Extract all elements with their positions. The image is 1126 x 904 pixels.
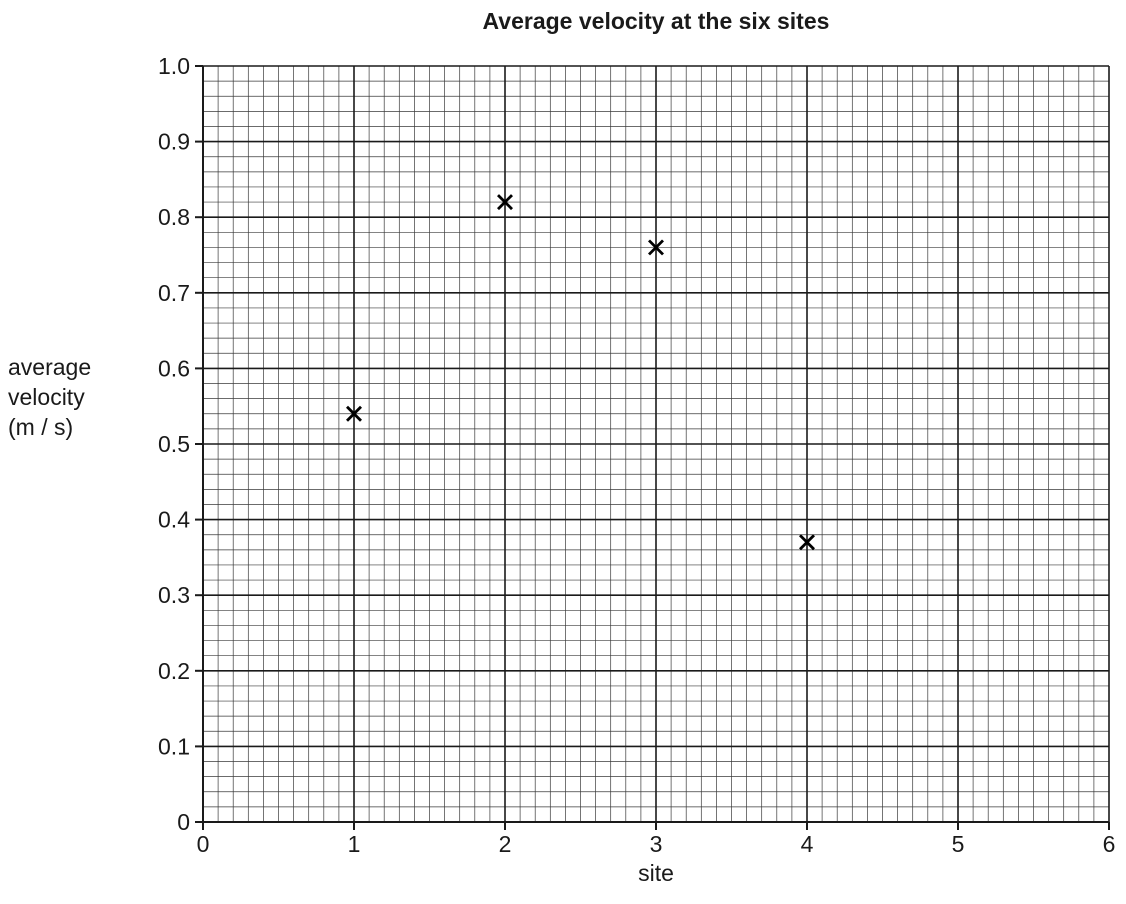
data-point-stroke: [497, 194, 513, 211]
y-axis-label-line-2: velocity: [8, 384, 85, 410]
chart-title: Average velocity at the six sites: [482, 8, 830, 34]
y-tick-label: 0.8: [158, 204, 190, 230]
y-tick-label: 0.3: [158, 582, 190, 608]
y-tick-label: 0.4: [158, 507, 190, 533]
x-tick-label: 6: [1103, 831, 1116, 857]
y-tick-label: 1.0: [158, 53, 190, 79]
x-tick-label: 0: [197, 831, 210, 857]
x-tick-label: 2: [499, 831, 512, 857]
y-tick-label: 0.9: [158, 129, 190, 155]
data-point: [497, 194, 513, 211]
y-tick-label: 0.6: [158, 355, 190, 381]
ticks: 0 0.1 0.2 0.3 0.4 0.5 0.6 0.7 0.8 0.9 1.0 0 1 2 3 4 5 6: [158, 53, 1115, 857]
axes: [195, 66, 1109, 830]
data-point-stroke: [346, 405, 362, 422]
data-point: [346, 405, 362, 422]
y-axis-label-line-3: (m / s): [8, 414, 74, 440]
x-axis-label: site: [638, 860, 674, 886]
data-point: [799, 534, 815, 551]
data-points: [346, 194, 815, 551]
y-tick-label: 0.5: [158, 431, 190, 457]
y-tick-label: 0.7: [158, 280, 190, 306]
x-tick-label: 5: [952, 831, 965, 857]
y-tick-label: 0: [177, 809, 190, 835]
data-point-stroke: [799, 534, 815, 551]
y-axis-label-line-1: average: [8, 354, 92, 380]
x-tick-label: 3: [650, 831, 663, 857]
x-tick-label: 4: [801, 831, 814, 857]
grid-major: [203, 65, 1110, 822]
data-point-stroke: [648, 239, 664, 256]
y-tick-label: 0.2: [158, 658, 190, 684]
x-tick-label: 1: [348, 831, 361, 857]
y-tick-label: 0.1: [158, 733, 190, 759]
data-point: [648, 239, 664, 256]
y-axis-label: average velocity (m / s): [8, 352, 128, 442]
